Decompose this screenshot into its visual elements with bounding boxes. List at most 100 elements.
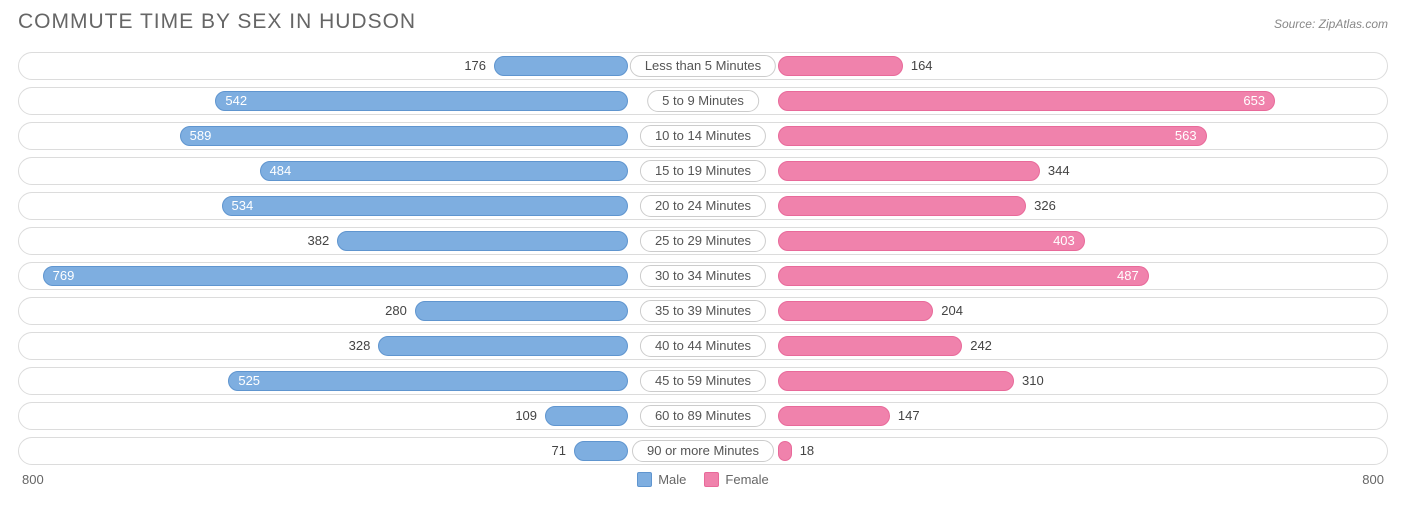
female-bar: [778, 336, 962, 356]
male-bar-wrap: 534: [222, 196, 629, 216]
male-bar: [337, 231, 628, 251]
legend-item-male: Male: [637, 472, 686, 487]
female-swatch-icon: [704, 472, 719, 487]
male-value: 589: [190, 126, 212, 152]
male-half: 280: [19, 298, 628, 324]
chart-header: COMMUTE TIME BY SEX IN HUDSON Source: Zi…: [18, 10, 1388, 34]
female-half: 164: [778, 53, 1387, 79]
female-value: 487: [1117, 266, 1139, 292]
male-bar: [228, 371, 628, 391]
female-bar-wrap: [778, 336, 962, 356]
male-bar: [180, 126, 628, 146]
chart-row: 589 563 10 to 14 Minutes: [18, 122, 1388, 150]
female-bar: [778, 91, 1275, 111]
legend-male-label: Male: [658, 472, 686, 487]
female-bar: [778, 161, 1040, 181]
chart-row: 525 310 45 to 59 Minutes: [18, 367, 1388, 395]
female-value: 204: [941, 298, 963, 324]
male-bar: [494, 56, 628, 76]
female-bar: [778, 231, 1085, 251]
category-pill: 5 to 9 Minutes: [647, 90, 759, 112]
category-pill: Less than 5 Minutes: [630, 55, 776, 77]
male-bar-wrap: [574, 441, 628, 461]
chart-title: COMMUTE TIME BY SEX IN HUDSON: [18, 10, 416, 34]
female-half: 204: [778, 298, 1387, 324]
female-bar: [778, 126, 1207, 146]
category-pill: 30 to 34 Minutes: [640, 265, 766, 287]
chart-row: 5426535 to 9 Minutes: [18, 87, 1388, 115]
female-half: 563: [778, 123, 1387, 149]
category-pill: 15 to 19 Minutes: [640, 160, 766, 182]
female-half: 344: [778, 158, 1387, 184]
female-half: 310: [778, 368, 1387, 394]
category-pill: 10 to 14 Minutes: [640, 125, 766, 147]
female-half: 147: [778, 403, 1387, 429]
male-bar: [574, 441, 628, 461]
male-value: 382: [308, 228, 330, 254]
chart-row: 176 164 Less than 5 Minutes: [18, 52, 1388, 80]
female-half: 487: [778, 263, 1387, 289]
male-value: 534: [232, 196, 254, 222]
female-bar-wrap: [778, 161, 1040, 181]
female-value: 563: [1175, 126, 1197, 152]
female-bar: [778, 56, 903, 76]
male-bar-wrap: [337, 231, 628, 251]
female-value: 326: [1034, 193, 1056, 219]
male-bar: [222, 196, 629, 216]
legend: Male Female: [637, 472, 769, 487]
male-half: 71: [19, 438, 628, 464]
chart-row: 328 242 40 to 44 Minutes: [18, 332, 1388, 360]
female-bar: [778, 266, 1149, 286]
female-bar: [778, 441, 792, 461]
chart-row: 38240325 to 29 Minutes: [18, 227, 1388, 255]
male-half: 769: [19, 263, 628, 289]
male-bar-wrap: 525: [228, 371, 628, 391]
female-value: 242: [970, 333, 992, 359]
male-bar: [378, 336, 628, 356]
male-value: 769: [53, 266, 75, 292]
male-half: 542: [19, 88, 628, 114]
male-bar-wrap: [494, 56, 628, 76]
male-half: 484: [19, 158, 628, 184]
female-bar: [778, 301, 933, 321]
chart-row: 109 147 60 to 89 Minutes: [18, 402, 1388, 430]
female-bar-wrap: [778, 196, 1026, 216]
category-pill: 45 to 59 Minutes: [640, 370, 766, 392]
female-half: 242: [778, 333, 1387, 359]
female-half: 326: [778, 193, 1387, 219]
female-value: 310: [1022, 368, 1044, 394]
category-pill: 90 or more Minutes: [632, 440, 774, 462]
category-pill: 60 to 89 Minutes: [640, 405, 766, 427]
male-swatch-icon: [637, 472, 652, 487]
male-bar-wrap: 589: [180, 126, 628, 146]
male-bar-wrap: [415, 301, 628, 321]
female-value: 344: [1048, 158, 1070, 184]
male-bar: [545, 406, 628, 426]
legend-female-label: Female: [725, 472, 768, 487]
female-bar-wrap: [778, 406, 890, 426]
female-half: 18: [778, 438, 1387, 464]
male-bar: [215, 91, 628, 111]
chart-row: 484 344 15 to 19 Minutes: [18, 157, 1388, 185]
female-bar: [778, 196, 1026, 216]
male-bar: [260, 161, 628, 181]
male-value: 280: [385, 298, 407, 324]
male-value: 71: [551, 438, 565, 464]
male-half: 534: [19, 193, 628, 219]
male-value: 484: [270, 161, 292, 187]
diverging-bar-chart: 176 164 Less than 5 Minutes 5426535 to 9 Mi…: [18, 52, 1388, 465]
female-bar: [778, 371, 1014, 391]
male-half: 109: [19, 403, 628, 429]
male-value: 525: [238, 371, 260, 397]
female-bar-wrap: [778, 441, 792, 461]
male-value: 328: [349, 333, 371, 359]
axis-max-left: 800: [22, 472, 44, 487]
female-value: 164: [911, 53, 933, 79]
category-pill: 20 to 24 Minutes: [640, 195, 766, 217]
category-pill: 40 to 44 Minutes: [640, 335, 766, 357]
female-value: 18: [800, 438, 814, 464]
chart-row: 534 326 20 to 24 Minutes: [18, 192, 1388, 220]
female-value: 403: [1053, 231, 1075, 257]
male-value: 176: [464, 53, 486, 79]
male-half: 589: [19, 123, 628, 149]
